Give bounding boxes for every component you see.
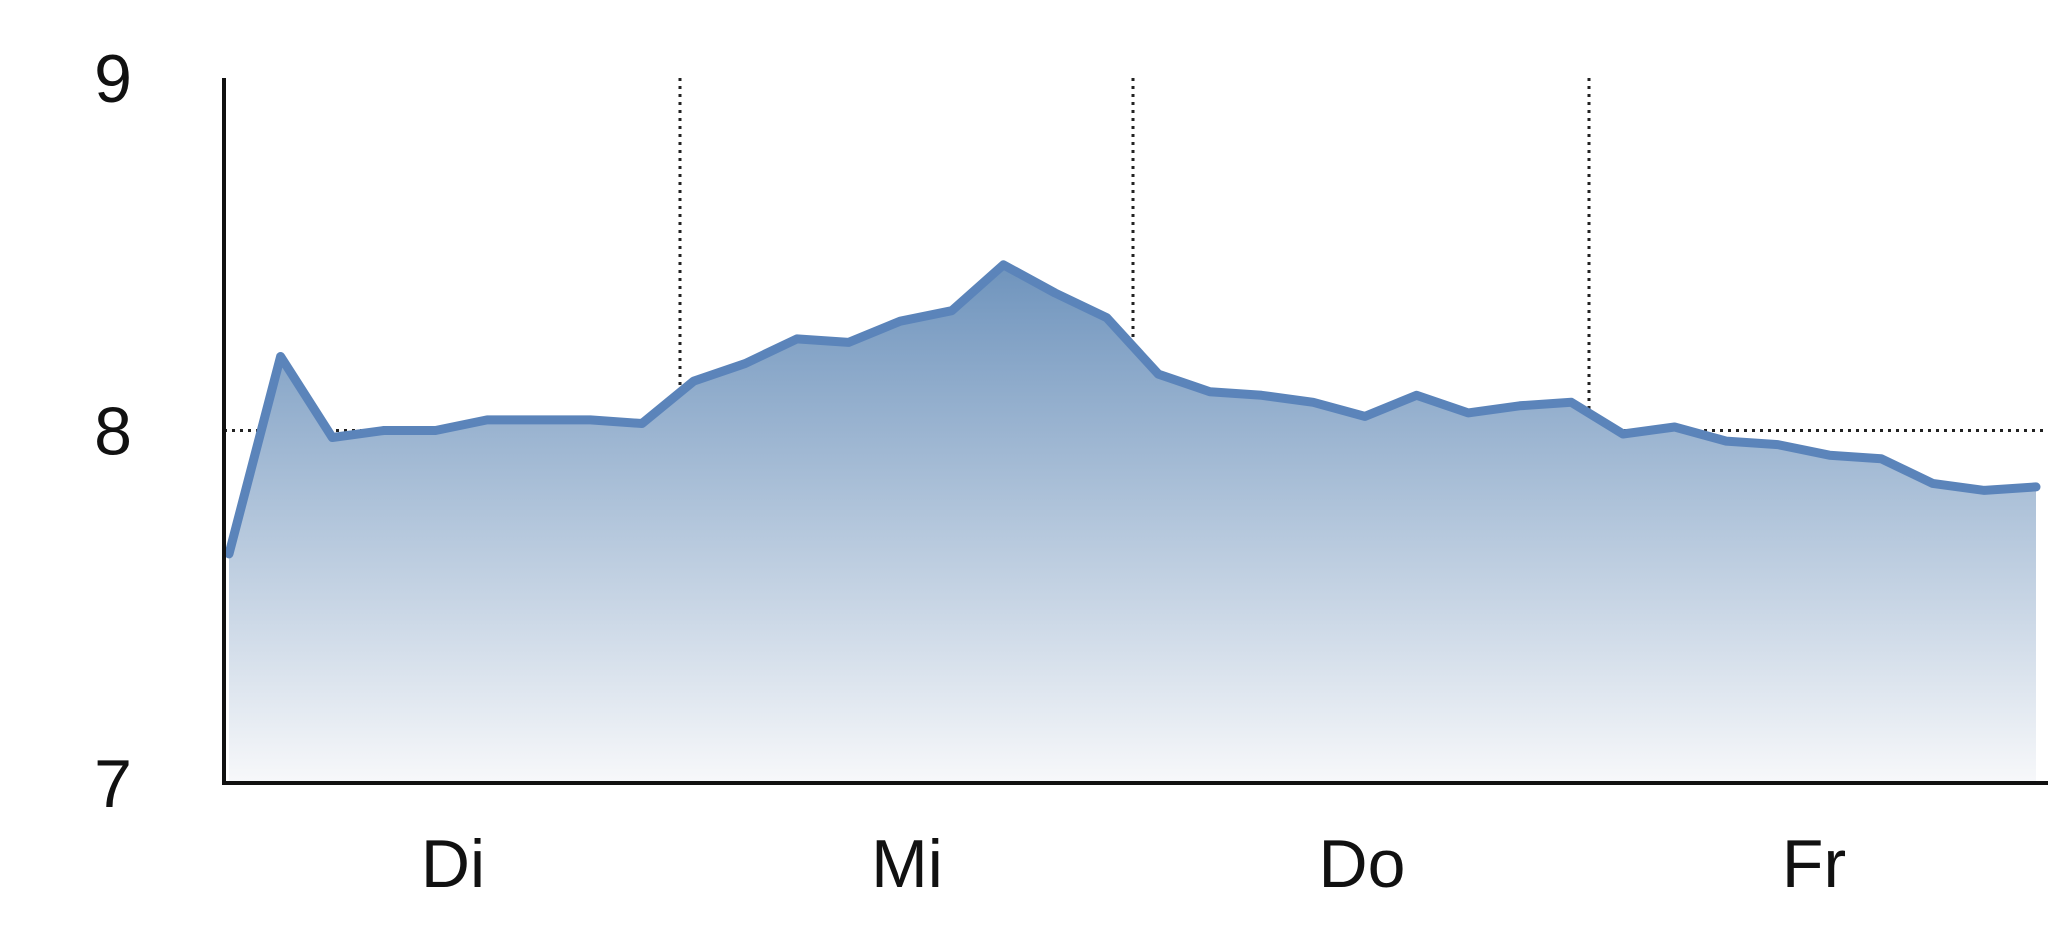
y-tick-label-8: 8: [94, 394, 132, 470]
y-tick-labels: 7 8 9: [94, 41, 132, 822]
x-tick-label-mi: Mi: [871, 826, 943, 902]
x-tick-labels: Di Mi Do Fr: [421, 826, 1846, 902]
axis-layer: [222, 78, 2048, 785]
x-tick-label-di: Di: [421, 826, 485, 902]
x-tick-label-do: Do: [1319, 826, 1406, 902]
x-tick-label-fr: Fr: [1782, 826, 1846, 902]
series-line: [224, 260, 2041, 559]
y-tick-label-7: 7: [94, 746, 132, 822]
y-tick-label-9: 9: [94, 41, 132, 117]
